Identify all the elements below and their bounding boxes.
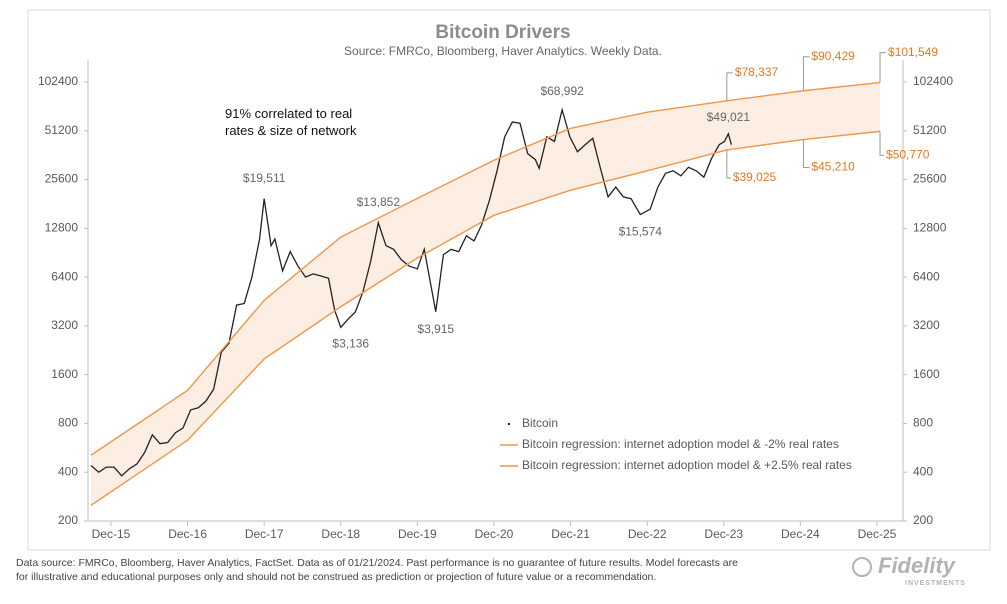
y2-tick-label: 800 <box>913 416 933 430</box>
annotation: $90,429 <box>811 49 855 63</box>
annotation-leader <box>802 139 810 169</box>
y2-tick-label: 3200 <box>913 318 940 332</box>
y-tick-label: 400 <box>58 464 78 478</box>
footer-line: Data source: FMRCo, Bloomberg, Haver Ana… <box>16 557 738 569</box>
series-line <box>90 81 881 456</box>
y2-tick-label: 1600 <box>913 367 940 381</box>
logo-name: Fidelity <box>878 553 957 578</box>
legend-swatch <box>508 423 510 425</box>
annotation: $3,915 <box>417 322 454 336</box>
annotation-leader <box>802 56 810 91</box>
chart-subtitle: Source: FMRCo, Bloomberg, Haver Analytic… <box>344 44 662 58</box>
y-tick-label: 800 <box>58 416 78 430</box>
y-tick-label: 6400 <box>51 269 78 283</box>
annotation-leader <box>879 52 887 83</box>
series-line <box>90 107 733 477</box>
y-tick-label: 51200 <box>45 123 79 137</box>
annotation: $78,337 <box>735 65 779 79</box>
y-tick-label: 200 <box>58 513 78 527</box>
x-tick-label: Dec-21 <box>551 527 590 541</box>
annotation: $19,511 <box>243 171 286 185</box>
footer-line: for illustrative and educational purpose… <box>16 571 656 583</box>
annotation: $101,549 <box>888 45 938 59</box>
chart-title: Bitcoin Drivers <box>435 22 570 43</box>
x-tick-label: Dec-24 <box>781 527 820 541</box>
annotation: $50,770 <box>886 148 930 162</box>
annotation: $39,025 <box>733 170 777 184</box>
annotation-leader <box>879 131 885 156</box>
series-line <box>90 130 881 506</box>
annotation: $49,021 <box>707 110 751 124</box>
y-tick-label: 12800 <box>45 221 79 235</box>
y-tick-label: 3200 <box>51 318 78 332</box>
annotation-leader <box>726 72 733 101</box>
annotation-leader <box>726 149 731 179</box>
x-tick-label: Dec-25 <box>858 527 897 541</box>
y2-tick-label: 200 <box>913 513 933 527</box>
legend-label: Bitcoin regression: internet adoption mo… <box>522 437 839 451</box>
note: 91% correlated to real rates & size of ne… <box>225 106 357 138</box>
y2-tick-label: 12800 <box>913 221 947 235</box>
y-tick-label: 1600 <box>51 367 78 381</box>
forecast-band <box>91 82 881 506</box>
legend-label: Bitcoin <box>522 416 558 430</box>
annotation: $68,992 <box>540 84 584 98</box>
y2-tick-label: 6400 <box>913 269 940 283</box>
annotation: $45,210 <box>811 160 855 174</box>
annotation: $3,136 <box>332 336 369 350</box>
annotation: $13,852 <box>357 195 401 209</box>
y2-tick-label: 25600 <box>913 172 947 186</box>
x-tick-label: Dec-22 <box>628 527 667 541</box>
legend-label: Bitcoin regression: internet adoption mo… <box>522 458 852 472</box>
y2-tick-label: 51200 <box>913 123 947 137</box>
x-tick-label: Dec-18 <box>321 527 360 541</box>
y2-tick-label: 400 <box>913 464 933 478</box>
logo-tagline: INVESTMENTS <box>905 580 966 587</box>
annotation: $15,574 <box>619 225 663 239</box>
x-tick-label: Dec-20 <box>475 527 514 541</box>
x-tick-label: Dec-16 <box>168 527 207 541</box>
y2-tick-label: 102400 <box>913 74 953 88</box>
y-tick-label: 25600 <box>45 172 79 186</box>
x-tick-label: Dec-19 <box>398 527 437 541</box>
x-tick-label: Dec-15 <box>92 527 131 541</box>
x-tick-label: Dec-23 <box>704 527 743 541</box>
x-tick-label: Dec-17 <box>245 527 284 541</box>
y-tick-label: 102400 <box>38 74 78 88</box>
logo-mark <box>852 557 872 577</box>
